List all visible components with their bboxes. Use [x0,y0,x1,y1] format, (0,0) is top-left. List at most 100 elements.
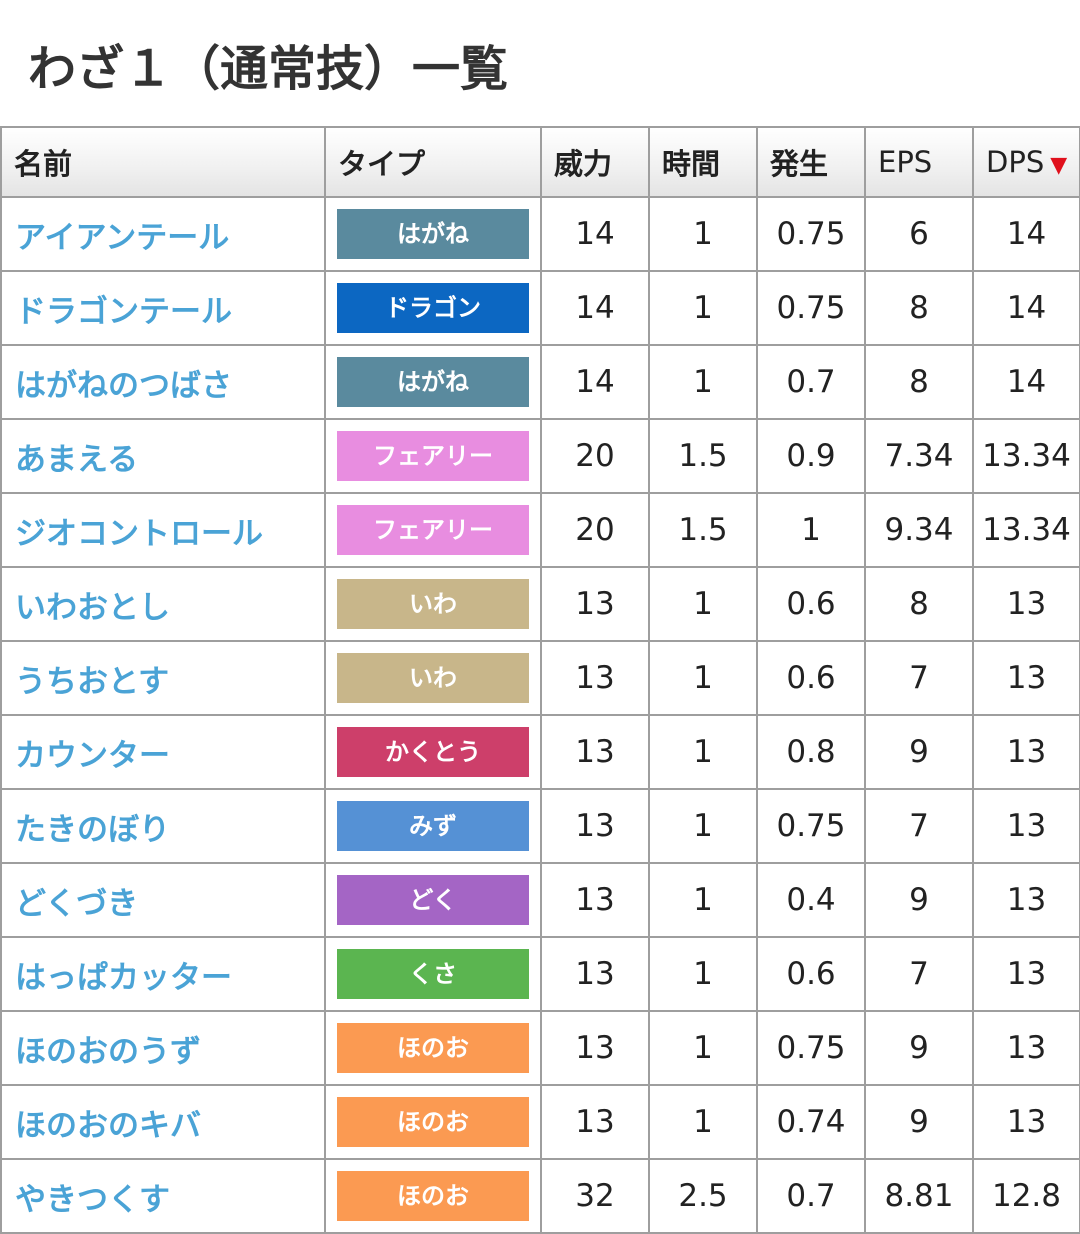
type-cell: ドラゴン [324,270,542,346]
column-header-power[interactable]: 威力 [540,126,650,198]
type-badge: くさ [337,949,529,999]
eps-cell: 7 [864,788,974,864]
time-cell: 1.5 [648,492,758,568]
column-header-dps-label: DPS [986,145,1045,179]
start-cell: 0.8 [756,714,866,790]
power-cell: 13 [540,640,650,716]
table-row: うちおとす いわ 13 1 0.6 7 13 [0,640,1080,716]
time-cell: 1 [648,1010,758,1086]
move-name-link[interactable]: はっぱカッター [15,959,232,996]
move-name-link[interactable]: どくづき [15,885,139,922]
move-name-cell: はがねのつばさ [0,344,326,420]
eps-cell: 7 [864,640,974,716]
type-cell: フェアリー [324,418,542,494]
table-row: たきのぼり みず 13 1 0.75 7 13 [0,788,1080,864]
eps-cell: 9 [864,862,974,938]
power-cell: 13 [540,788,650,864]
time-cell: 2.5 [648,1158,758,1234]
type-badge: いわ [337,579,529,629]
move-name-link[interactable]: うちおとす [15,663,170,700]
dps-cell: 13 [972,936,1080,1012]
header-row: 名前 タイプ 威力 時間 発生 EPS DPS ▼ [0,126,1080,198]
start-cell: 0.6 [756,640,866,716]
sort-descending-icon: ▼ [1050,153,1068,178]
table-row: いわおとし いわ 13 1 0.6 8 13 [0,566,1080,642]
column-header-type[interactable]: タイプ [324,126,542,198]
dps-cell: 13.34 [972,492,1080,568]
move-name-link[interactable]: ほのおのキバ [15,1107,201,1144]
table-row: ほのおのキバ ほのお 13 1 0.74 9 13 [0,1084,1080,1160]
start-cell: 0.75 [756,196,866,272]
move-name-link[interactable]: カウンター [15,737,170,774]
dps-cell: 13 [972,788,1080,864]
dps-cell: 13 [972,566,1080,642]
time-cell: 1 [648,1084,758,1160]
column-header-start[interactable]: 発生 [756,126,866,198]
move-name-link[interactable]: たきのぼり [15,811,170,848]
move-name-cell: カウンター [0,714,326,790]
start-cell: 0.74 [756,1084,866,1160]
table-row: アイアンテール はがね 14 1 0.75 6 14 [0,196,1080,272]
type-cell: いわ [324,640,542,716]
table-row: ドラゴンテール ドラゴン 14 1 0.75 8 14 [0,270,1080,346]
column-header-dps[interactable]: DPS ▼ [972,126,1080,198]
move-name-link[interactable]: はがねのつばさ [15,367,232,404]
start-cell: 0.7 [756,1158,866,1234]
start-cell: 0.75 [756,270,866,346]
eps-cell: 8 [864,566,974,642]
start-cell: 0.6 [756,566,866,642]
power-cell: 13 [540,1010,650,1086]
move-name-link[interactable]: ジオコントロール [15,515,263,552]
type-cell: くさ [324,936,542,1012]
move-name-link[interactable]: いわおとし [15,589,170,626]
type-cell: はがね [324,196,542,272]
move-name-cell: どくづき [0,862,326,938]
table-row: やきつくす ほのお 32 2.5 0.7 8.81 12.8 [0,1158,1080,1234]
type-cell: かくとう [324,714,542,790]
type-badge: フェアリー [337,431,529,481]
move-name-cell: たきのぼり [0,788,326,864]
start-cell: 0.75 [756,788,866,864]
table-row: ジオコントロール フェアリー 20 1.5 1 9.34 13.34 [0,492,1080,568]
move-name-link[interactable]: やきつくす [15,1181,170,1218]
type-cell: どく [324,862,542,938]
type-badge: どく [337,875,529,925]
start-cell: 0.4 [756,862,866,938]
dps-cell: 13.34 [972,418,1080,494]
table-row: はがねのつばさ はがね 14 1 0.7 8 14 [0,344,1080,420]
move-name-cell: ほのおのうず [0,1010,326,1086]
dps-cell: 13 [972,862,1080,938]
eps-cell: 9 [864,1010,974,1086]
column-header-time[interactable]: 時間 [648,126,758,198]
column-header-eps[interactable]: EPS [864,126,974,198]
dps-cell: 14 [972,270,1080,346]
table-row: ほのおのうず ほのお 13 1 0.75 9 13 [0,1010,1080,1086]
move-name-cell: はっぱカッター [0,936,326,1012]
time-cell: 1.5 [648,418,758,494]
time-cell: 1 [648,270,758,346]
table-row: カウンター かくとう 13 1 0.8 9 13 [0,714,1080,790]
eps-cell: 8.81 [864,1158,974,1234]
move-name-cell: いわおとし [0,566,326,642]
move-name-cell: うちおとす [0,640,326,716]
type-cell: ほのお [324,1084,542,1160]
time-cell: 1 [648,936,758,1012]
move-name-link[interactable]: ほのおのうず [15,1033,201,1070]
start-cell: 0.6 [756,936,866,1012]
time-cell: 1 [648,640,758,716]
move-name-link[interactable]: ドラゴンテール [15,293,232,330]
move-name-link[interactable]: あまえる [15,441,139,478]
power-cell: 13 [540,566,650,642]
column-header-name[interactable]: 名前 [0,126,326,198]
move-name-cell: あまえる [0,418,326,494]
move-name-link[interactable]: アイアンテール [15,219,230,256]
move-name-cell: アイアンテール [0,196,326,272]
dps-cell: 13 [972,640,1080,716]
type-badge: かくとう [337,727,529,777]
power-cell: 20 [540,418,650,494]
dps-cell: 13 [972,1084,1080,1160]
table-row: あまえる フェアリー 20 1.5 0.9 7.34 13.34 [0,418,1080,494]
power-cell: 32 [540,1158,650,1234]
eps-cell: 9 [864,1084,974,1160]
dps-cell: 14 [972,344,1080,420]
